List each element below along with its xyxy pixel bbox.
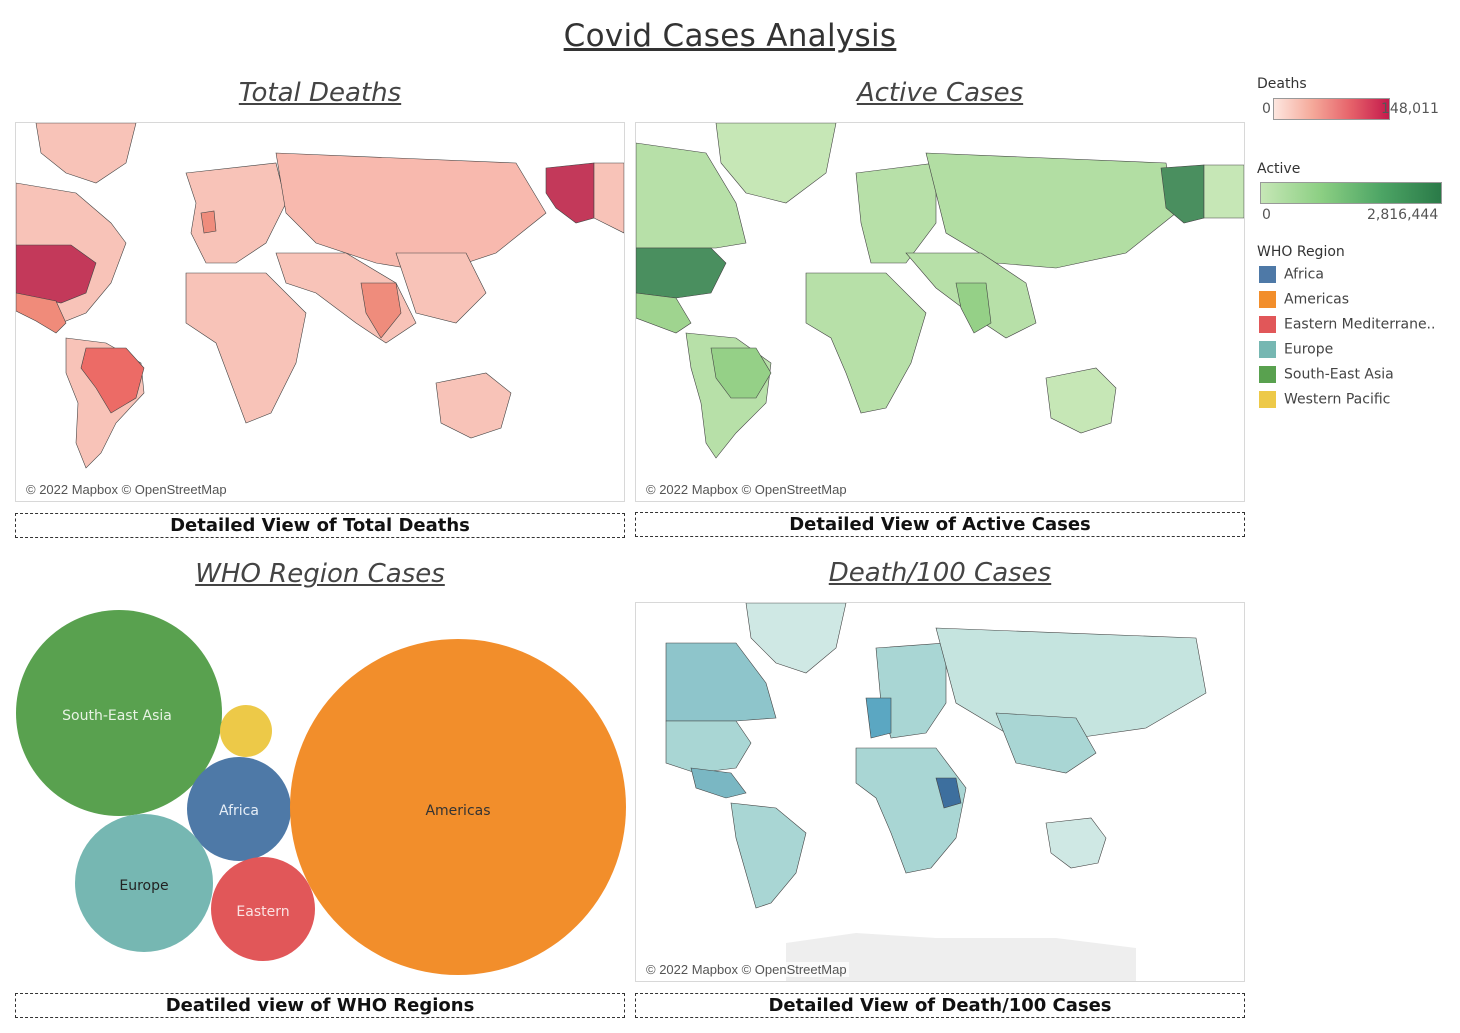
bubble-label: Europe xyxy=(119,878,168,894)
active-color-ramp xyxy=(1260,182,1442,204)
bubble-circle xyxy=(187,757,291,861)
bubble-europe[interactable]: Europe xyxy=(75,814,213,952)
active-cases-map[interactable]: © 2022 Mapbox © OpenStreetMap xyxy=(635,122,1245,502)
bubble-south-east-asia[interactable]: South-East Asia xyxy=(16,610,222,816)
legend-label: Africa xyxy=(1284,266,1324,283)
active-legend-title: Active xyxy=(1257,161,1301,177)
who-region-bubble-chart: South-East Asia Africa Americas Europe E… xyxy=(16,610,626,975)
legend-label: Americas xyxy=(1284,291,1350,308)
legend-swatch xyxy=(1259,316,1276,333)
legend-swatch xyxy=(1259,291,1276,308)
deaths-color-ramp xyxy=(1273,98,1390,120)
legend-label: Eastern Mediterrane.. xyxy=(1284,316,1436,333)
bubble-americas[interactable]: Americas xyxy=(290,639,626,975)
bubble-circle xyxy=(16,610,222,816)
legend-item-eastern-mediterranean[interactable]: Eastern Mediterrane.. xyxy=(1259,316,1435,336)
legend-item-south-east-asia[interactable]: South-East Asia xyxy=(1259,366,1394,386)
sheet-title-total-deaths: Total Deaths xyxy=(238,78,402,108)
bubble-africa[interactable]: Africa xyxy=(187,757,291,861)
legend-item-europe[interactable]: Europe xyxy=(1259,341,1333,361)
bubble-label: Africa xyxy=(219,803,259,819)
active-legend-min: 0 xyxy=(1262,207,1271,223)
detailed-view-total-deaths-button[interactable]: Detailed View of Total Deaths xyxy=(15,513,625,538)
map-attribution: © 2022 Mapbox © OpenStreetMap xyxy=(24,482,229,497)
total-deaths-map[interactable]: © 2022 Mapbox © OpenStreetMap xyxy=(15,122,625,502)
sheet-title-who-region: WHO Region Cases xyxy=(195,559,445,589)
legend-label: South-East Asia xyxy=(1284,366,1394,383)
active-cases-map-graphic xyxy=(636,123,1244,459)
detailed-view-active-cases-button[interactable]: Detailed View of Active Cases xyxy=(635,512,1245,537)
bubble-western-pacific[interactable] xyxy=(220,705,272,757)
legend-item-americas[interactable]: Americas xyxy=(1259,291,1349,311)
bubble-label: Americas xyxy=(425,803,490,819)
legend-swatch xyxy=(1259,341,1276,358)
deaths-legend-max: 148,011 xyxy=(1381,101,1439,117)
legend-swatch xyxy=(1259,366,1276,383)
detailed-view-who-regions-button[interactable]: Deatiled view of WHO Regions xyxy=(15,993,625,1018)
legend-label: Western Pacific xyxy=(1284,391,1391,408)
sheet-title-active-cases: Active Cases xyxy=(856,78,1024,108)
who-region-legend-title: WHO Region xyxy=(1257,244,1345,260)
map-attribution: © 2022 Mapbox © OpenStreetMap xyxy=(644,962,849,977)
bubble-circle xyxy=(220,705,272,757)
bubble-circle xyxy=(211,857,315,961)
death-per-100-map[interactable]: © 2022 Mapbox © OpenStreetMap xyxy=(635,602,1245,982)
deaths-legend-title: Deaths xyxy=(1257,76,1307,92)
death-per-100-map-graphic xyxy=(665,603,1207,981)
legend-item-western-pacific[interactable]: Western Pacific xyxy=(1259,391,1390,411)
legend-item-africa[interactable]: Africa xyxy=(1259,266,1324,286)
legend-label: Europe xyxy=(1284,341,1334,358)
detailed-view-death-per-100-button[interactable]: Detailed View of Death/100 Cases xyxy=(635,993,1245,1018)
bubble-circle xyxy=(75,814,213,952)
dashboard-title: Covid Cases Analysis xyxy=(563,18,897,54)
sheet-title-death-per-100: Death/100 Cases xyxy=(828,558,1052,588)
total-deaths-map-graphic xyxy=(16,123,624,469)
bubble-label: Eastern xyxy=(236,904,289,920)
map-attribution: © 2022 Mapbox © OpenStreetMap xyxy=(644,482,849,497)
deaths-legend-min: 0 xyxy=(1262,101,1271,117)
active-legend-max: 2,816,444 xyxy=(1367,207,1439,223)
bubble-eastern-mediterranean[interactable]: Eastern xyxy=(211,857,315,961)
legend-swatch xyxy=(1259,391,1276,408)
bubble-circle xyxy=(290,639,626,975)
bubble-label: South-East Asia xyxy=(62,708,172,724)
legend-swatch xyxy=(1259,266,1276,283)
